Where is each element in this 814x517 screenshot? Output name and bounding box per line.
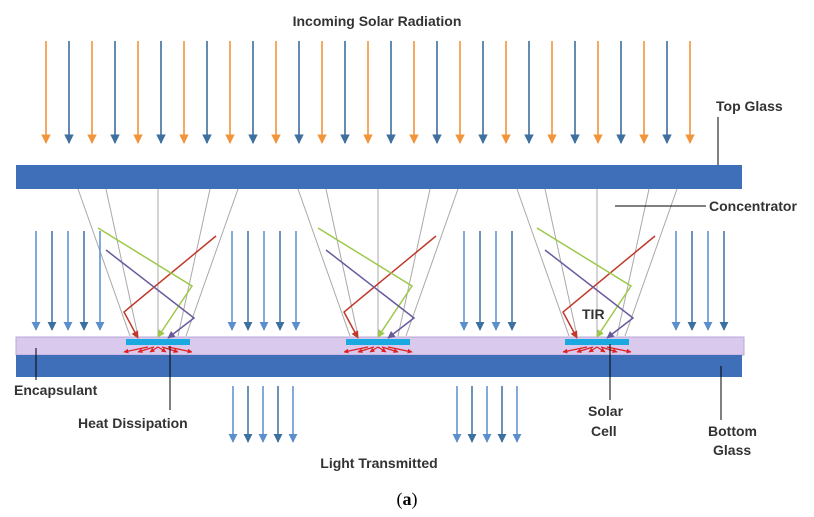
heat-dissipation-arrow (606, 346, 632, 354)
reflected-ray-red (343, 235, 437, 339)
concentrator-guide-line (185, 188, 239, 337)
concentrator-guide-line (397, 188, 431, 337)
concentrator-guide-line (405, 188, 459, 337)
figure-caption: (a) (397, 489, 418, 510)
transmitted-rays-group (228, 386, 522, 443)
concentrator-label: Concentrator (709, 198, 797, 214)
heat-dissipation-arrow (167, 346, 193, 354)
light-transmitted-label: Light Transmitted (320, 455, 437, 471)
heat-dissipation-arrow (562, 346, 588, 354)
bottom-glass-panel (16, 355, 742, 377)
concentrator-guide-line (624, 188, 678, 337)
bottom-glass-label-line1: Bottom (708, 423, 757, 439)
reflected-ray-green (317, 227, 414, 338)
heat-dissipation-arrow (343, 346, 369, 354)
top-glass-label: Top Glass (716, 98, 783, 114)
heat-dissipation-arrow (123, 346, 149, 354)
top-glass-panel (16, 165, 742, 189)
heat-dissipation-arrow (387, 346, 413, 354)
solar-cell-label-line2: Cell (591, 423, 617, 439)
reflected-ray-green (536, 227, 633, 338)
solar-cell-label-line1: Solar (588, 403, 624, 419)
heat-dissipation-arrow (149, 346, 159, 353)
encapsulant-label: Encapsulant (14, 382, 98, 398)
reflected-ray-purple (105, 249, 196, 339)
tir-label: TIR (582, 306, 605, 322)
concentrator-guide-line (77, 188, 131, 337)
heat-dissipation-arrow (369, 346, 379, 353)
heat-dissipation-arrow (588, 346, 598, 353)
heat-dissipation-label: Heat Dissipation (78, 415, 188, 431)
concentrators-group (77, 188, 678, 354)
heat-dissipation-arrow (596, 346, 606, 353)
reflected-ray-red (562, 235, 656, 339)
reflected-ray-purple (544, 249, 635, 339)
heat-dissipation-arrow (377, 346, 387, 353)
reflected-ray-green (97, 227, 194, 338)
concentrator-guide-line (516, 188, 570, 337)
incoming-rays-group (41, 41, 695, 144)
concentrator-guide-line (177, 188, 211, 337)
concentrator-guide-line (616, 188, 650, 337)
solar-cell (346, 339, 410, 345)
reflected-ray-red (123, 235, 217, 339)
side-rays-group (31, 231, 729, 331)
heat-dissipation-arrow (157, 346, 167, 353)
incoming-solar-radiation-label: Incoming Solar Radiation (293, 13, 462, 29)
bottom-glass-label-line2: Glass (713, 442, 751, 458)
concentrator-guide-line (297, 188, 351, 337)
solar-cell (565, 339, 629, 345)
reflected-ray-purple (325, 249, 416, 339)
solar-cell (126, 339, 190, 345)
